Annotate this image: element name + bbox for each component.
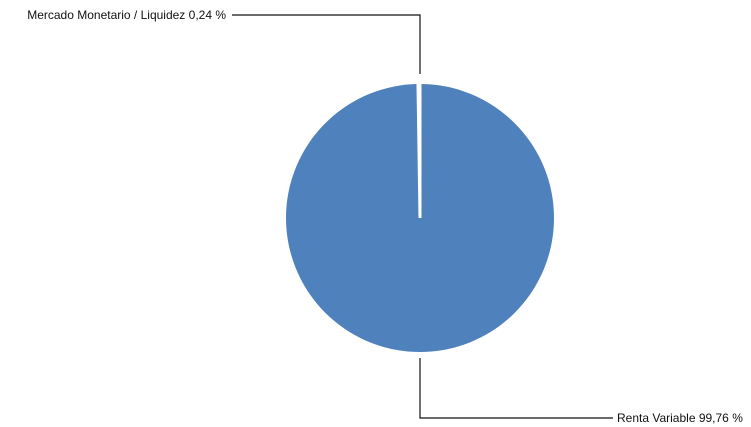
slice-label-mercado-monetario: Mercado Monetario / Liquidez 0,24 %: [27, 8, 226, 22]
leader-line-renta-variable: [419, 358, 613, 419]
slice-separator-1: [416, 81, 422, 219]
leader-line-mercado-monetario: [232, 14, 421, 74]
leader-lines: [232, 14, 613, 419]
slice-separators: [416, 81, 422, 219]
slice-label-renta-variable: Renta Variable 99,76 %: [617, 411, 743, 425]
